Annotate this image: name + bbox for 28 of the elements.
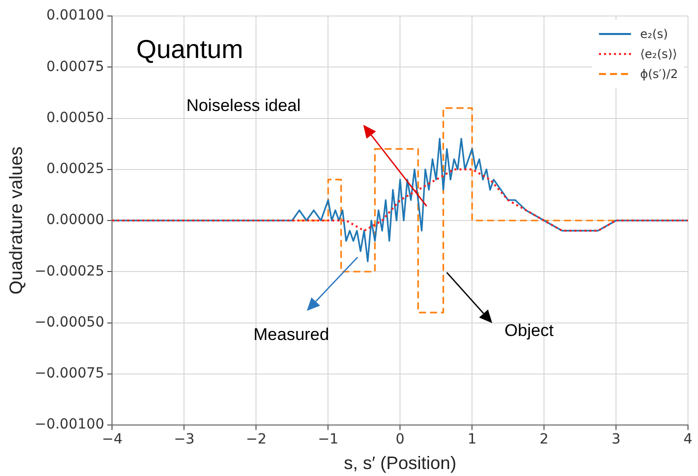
- x-tick-label: −4: [102, 432, 123, 448]
- line-series: [112, 168, 688, 232]
- x-tick-label: 4: [684, 432, 693, 448]
- y-tick-label: −0.00075: [34, 366, 104, 382]
- legend-label: ϕ(s′)/2: [640, 67, 678, 81]
- x-tick-label: −3: [174, 432, 195, 448]
- y-tick-label: 0.00025: [46, 161, 104, 178]
- annotation: Noiseless ideal: [186, 96, 301, 116]
- x-tick-label: −1: [318, 432, 338, 448]
- annotation: Measured: [253, 325, 330, 344]
- y-tick-label: 0.00100: [46, 8, 104, 24]
- y-tick-label: −0.00025: [34, 263, 104, 280]
- x-tick-label: −2: [246, 432, 266, 448]
- y-tick-label: −0.00050: [34, 314, 104, 330]
- annotation: Object: [504, 321, 554, 340]
- legend-label: e₂(s): [640, 27, 668, 41]
- annotation: Quantum: [136, 34, 244, 64]
- y-tick-label: 0.00075: [46, 58, 104, 75]
- y-tick-label: −0.00100: [34, 416, 104, 433]
- y-tick-label: 0.00000: [46, 212, 104, 228]
- x-tick-label: 2: [540, 432, 549, 448]
- y-tick-label: 0.00050: [46, 110, 104, 126]
- y-axis-title: Quadrature values: [6, 146, 26, 295]
- x-tick-label: 0: [396, 432, 405, 448]
- x-axis-title: s, s′ (Position): [344, 452, 456, 473]
- x-tick-label: 1: [468, 432, 477, 448]
- x-tick-label: 3: [612, 432, 620, 448]
- legend-label: ⟨e₂(s)⟩: [640, 47, 678, 61]
